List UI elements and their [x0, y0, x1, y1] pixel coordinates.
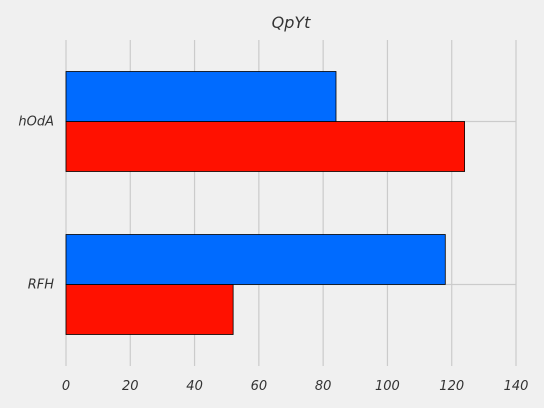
bar-hoda-series-1 — [66, 122, 465, 172]
x-tick-label: 40 — [186, 379, 203, 394]
x-tick-label: 120 — [439, 379, 464, 394]
x-tick-label: 140 — [504, 379, 529, 394]
y-tick-label: hOdA — [18, 115, 54, 130]
bar-rfh-series-2 — [66, 235, 445, 285]
x-tick-label: 60 — [251, 379, 268, 394]
y-axis-ticks: RFH hOdA — [18, 115, 54, 293]
x-tick-label: 100 — [375, 379, 400, 394]
chart-title: QpYt — [272, 13, 312, 32]
x-tick-label: 20 — [122, 379, 139, 394]
y-tick-label: RFH — [28, 278, 55, 293]
bar-hoda-series-2 — [66, 72, 336, 122]
bar-rfh-series-1 — [66, 285, 233, 335]
x-axis-ticks: 0 20 40 60 80 100 120 140 — [62, 379, 529, 394]
x-tick-label: 0 — [62, 379, 70, 394]
bars — [66, 72, 465, 335]
x-tick-label: 80 — [315, 379, 332, 394]
